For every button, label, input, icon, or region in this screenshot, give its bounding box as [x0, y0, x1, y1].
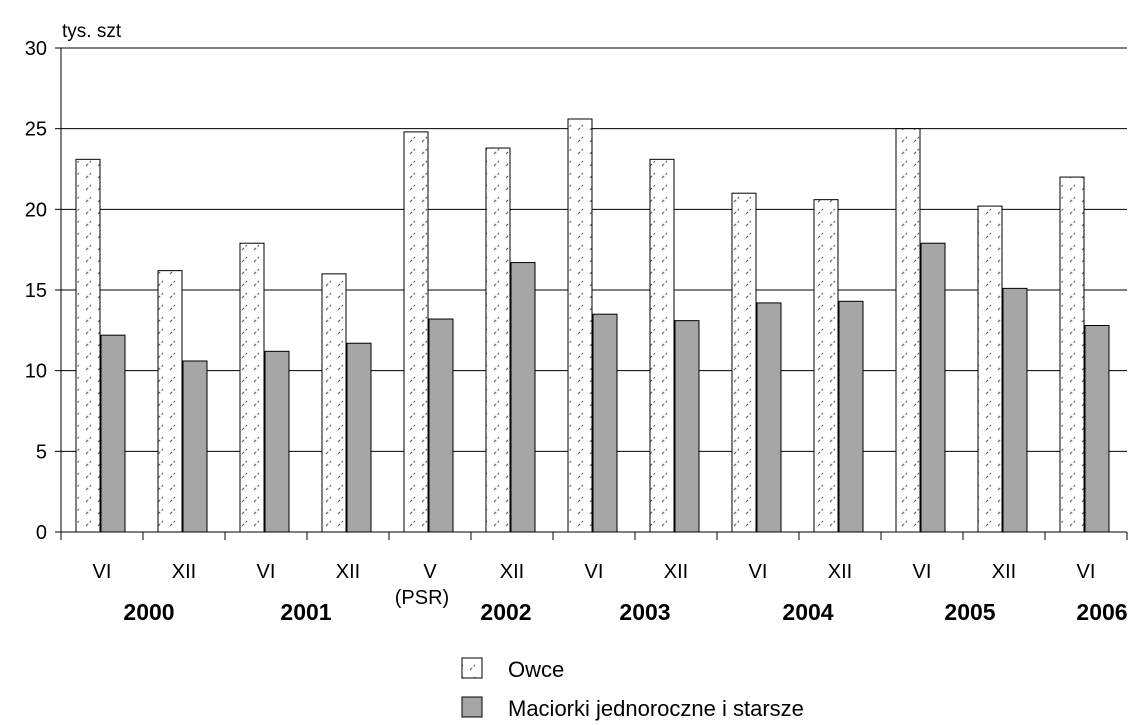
year-label: 2004	[782, 599, 833, 625]
axes	[55, 47, 1128, 540]
bar-maciorki	[100, 334, 126, 533]
x-tick-label: XII	[336, 561, 360, 583]
bar-maciorki	[756, 302, 782, 533]
y-axis-unit-label: tys. szt	[62, 21, 122, 42]
bar-maciorki	[674, 320, 700, 533]
bar-maciorki	[264, 350, 290, 533]
x-tick-label: XII	[828, 561, 852, 583]
legend-item-owce: Owce	[461, 657, 564, 682]
y-tick-label: 20	[25, 199, 47, 221]
x-tick-label: VI	[749, 561, 768, 583]
y-tick-label: 10	[25, 361, 47, 383]
tick-labels: 0 5 10 15 20 25 30 VI XII VI XII V (PSR) XII VI XII VI XI…	[25, 38, 1128, 625]
gridlines	[61, 47, 1127, 452]
bar-maciorki	[592, 313, 618, 533]
year-label: 2005	[944, 599, 995, 625]
legend-swatch-owce	[461, 657, 483, 679]
bar-owce	[567, 118, 593, 533]
x-tick-label: XII	[172, 561, 196, 583]
bar-maciorki	[838, 300, 864, 533]
legend-item-maciorki: Maciorki jednoroczne i starsze	[461, 696, 804, 721]
y-tick-label: 25	[25, 119, 47, 141]
bar-maciorki	[1084, 324, 1110, 533]
y-tick-label: 15	[25, 280, 47, 302]
bar-maciorki	[346, 342, 372, 533]
y-tick-label: 5	[36, 441, 47, 463]
legend: Owce Maciorki jednoroczne i starsze	[461, 657, 804, 721]
bar-owce	[485, 147, 511, 533]
bar-owce	[1059, 176, 1085, 533]
y-tick-label: 30	[25, 38, 47, 60]
year-label: 2001	[280, 599, 331, 625]
legend-label-maciorki: Maciorki jednoroczne i starsze	[508, 696, 804, 721]
bar-owce	[895, 128, 921, 533]
x-tick-label: VI	[257, 561, 276, 583]
bar-owce	[649, 158, 675, 533]
bar-owce	[813, 199, 839, 533]
bar-maciorki	[428, 318, 454, 533]
bar-owce	[731, 192, 757, 533]
y-tick-label: 0	[36, 522, 47, 544]
bar-maciorki	[920, 242, 946, 533]
x-tick-sublabel: (PSR)	[395, 587, 449, 609]
year-label: 2003	[619, 599, 670, 625]
x-tick-label: VI	[93, 561, 112, 583]
bars	[75, 118, 1110, 533]
bar-owce	[239, 242, 265, 533]
legend-swatch-maciorki	[461, 696, 483, 718]
bar-owce	[403, 131, 429, 533]
bar-owce	[977, 205, 1003, 533]
x-tick-label: VI	[585, 561, 604, 583]
bar-owce	[321, 273, 347, 533]
bar-owce	[157, 270, 183, 533]
x-tick-label: VI	[1077, 561, 1096, 583]
year-label: 2006	[1076, 599, 1127, 625]
legend-label-owce: Owce	[508, 657, 564, 682]
bar-maciorki	[182, 360, 208, 533]
x-tick-label: XII	[664, 561, 688, 583]
year-label: 2002	[480, 599, 531, 625]
year-label: 2000	[123, 599, 174, 625]
bar-maciorki	[510, 262, 536, 533]
x-tick-label: V	[423, 561, 437, 583]
bar-owce	[75, 158, 101, 533]
x-tick-label: VI	[913, 561, 932, 583]
bar-maciorki	[1002, 287, 1028, 533]
x-tick-label: XII	[500, 561, 524, 583]
x-tick-label: XII	[992, 561, 1016, 583]
